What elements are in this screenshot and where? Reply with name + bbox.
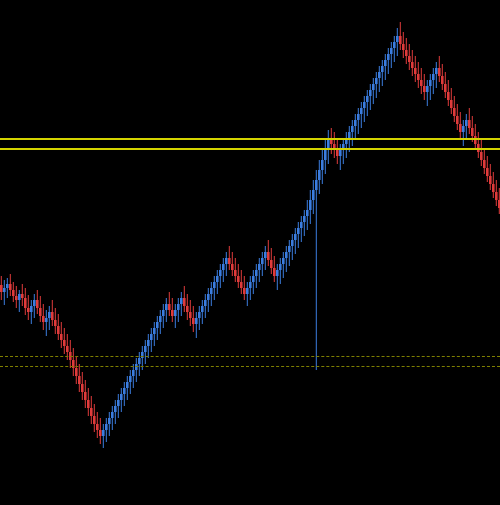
chart-canvas: [0, 0, 500, 500]
horizontal-level-line: [0, 148, 500, 150]
candlestick-chart[interactable]: [0, 0, 500, 500]
horizontal-level-line: [0, 138, 500, 140]
horizontal-level-line: [0, 356, 500, 357]
horizontal-level-line: [0, 366, 500, 367]
